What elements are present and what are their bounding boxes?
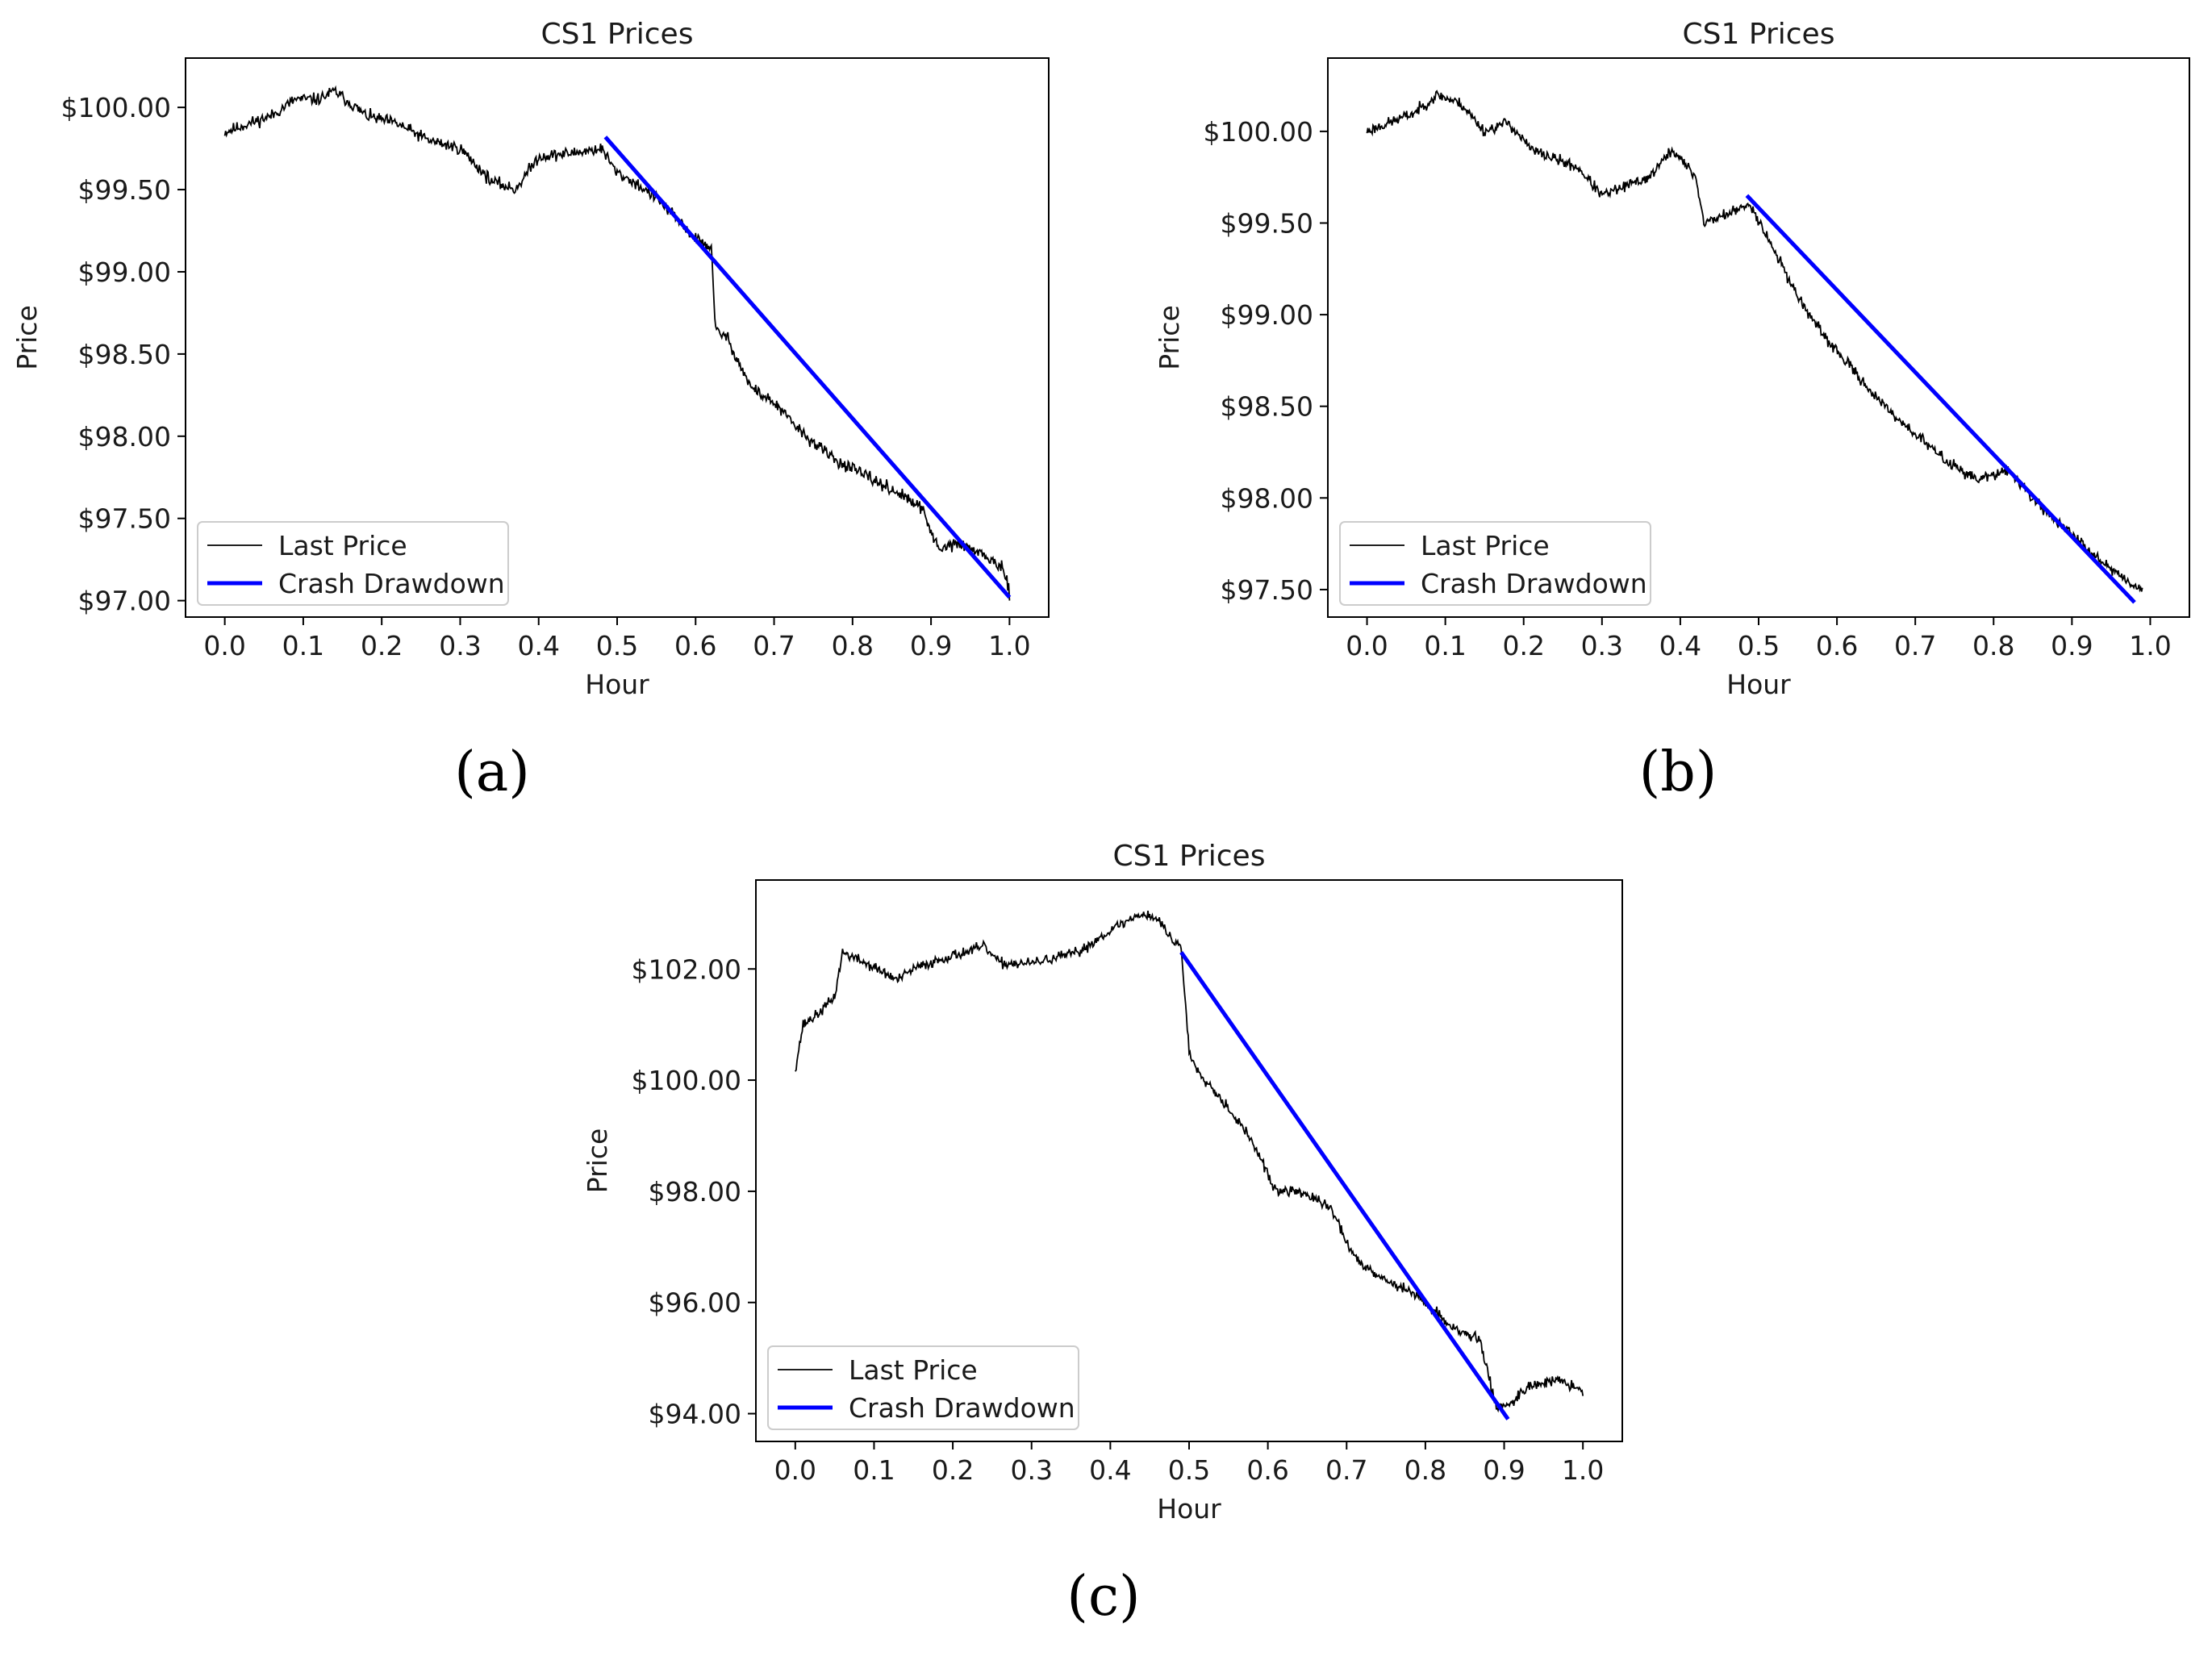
x-tick-label: 0.3 [1010, 1454, 1052, 1486]
y-tick-label: $99.50 [78, 174, 171, 206]
x-tick-label: 0.2 [1502, 630, 1544, 661]
x-tick-label: 0.5 [1168, 1454, 1210, 1486]
x-tick-label: 0.9 [1483, 1454, 1525, 1486]
x-tick-label: 0.1 [853, 1454, 895, 1486]
x-tick-label: 0.1 [1424, 630, 1466, 661]
x-tick-label: 0.0 [774, 1454, 816, 1486]
x-tick-label: 0.8 [832, 630, 874, 661]
x-tick-label: 0.8 [1404, 1454, 1446, 1486]
x-axis-label: Hour [585, 669, 649, 700]
legend: Last Price Crash Drawdown [767, 1345, 1079, 1430]
series-crash-drawdown [1179, 951, 1510, 1420]
x-tick-label: 0.1 [282, 630, 324, 661]
x-tick-label: 0.6 [1816, 630, 1858, 661]
x-tick-label: 0.6 [1246, 1454, 1288, 1486]
legend: Last Price Crash Drawdown [197, 521, 509, 606]
legend-label-last-price: Last Price [849, 1354, 978, 1386]
y-tick-label: $94.00 [649, 1399, 741, 1430]
y-tick-label: $98.00 [78, 421, 171, 453]
series-last-price [795, 910, 1584, 1413]
x-tick-label: 0.2 [361, 630, 403, 661]
x-tick-label: 0.4 [517, 630, 559, 661]
y-axis-label: Price [582, 1128, 613, 1194]
y-tick-label: $98.00 [649, 1176, 741, 1208]
x-tick-label: 0.5 [596, 630, 638, 661]
legend-label-crash-drawdown: Crash Drawdown [278, 568, 505, 599]
y-tick-label: $97.00 [78, 586, 171, 617]
x-tick-label: 0.9 [2051, 630, 2093, 661]
legend-label-crash-drawdown: Crash Drawdown [1421, 568, 1647, 599]
x-tick-label: 0.4 [1089, 1454, 1131, 1486]
legend-label-last-price: Last Price [1421, 530, 1550, 561]
x-tick-label: 0.9 [910, 630, 952, 661]
legend: Last Price Crash Drawdown [1339, 521, 1651, 606]
y-tick-label: $98.50 [78, 339, 171, 370]
y-tick-label: $97.50 [1221, 574, 1313, 606]
y-tick-label: $99.00 [1221, 299, 1313, 331]
plot-frame [755, 879, 1623, 1442]
x-tick-label: 1.0 [988, 630, 1030, 661]
y-tick-label: $98.00 [1221, 482, 1313, 514]
y-tick-label: $99.00 [78, 257, 171, 288]
x-tick-label: 0.3 [1581, 630, 1623, 661]
plot-frame [1327, 57, 2190, 618]
x-tick-label: 0.6 [674, 630, 716, 661]
x-tick-label: 0.7 [1325, 1454, 1367, 1486]
x-axis-label: Hour [1726, 669, 1791, 700]
legend-label-last-price: Last Price [278, 530, 407, 561]
series-last-price [1366, 90, 2143, 593]
y-tick-label: $102.00 [632, 953, 741, 985]
chart-title: CS1 Prices [541, 18, 694, 51]
plot-frame [185, 57, 1050, 618]
x-tick-label: 0.0 [1346, 630, 1388, 661]
x-tick-label: 0.8 [1972, 630, 2014, 661]
panel-label-b: (b) [1638, 740, 1717, 804]
y-tick-label: $100.00 [1204, 116, 1313, 148]
x-tick-label: 1.0 [1562, 1454, 1604, 1486]
series-crash-drawdown [603, 136, 1012, 599]
legend-box [1339, 521, 1651, 606]
panel-label-a: (a) [454, 740, 530, 804]
x-tick-label: 0.7 [753, 630, 795, 661]
y-tick-label: $100.00 [61, 92, 171, 123]
chart-title: CS1 Prices [1113, 840, 1266, 873]
chart-panel-a: CS1 Prices 0.0 0.1 0.2 0.3 0.4 0.5 0.6 0.7 0.8 0.9… [11, 18, 1050, 700]
x-tick-label: 0.4 [1659, 630, 1701, 661]
x-tick-label: 0.3 [439, 630, 481, 661]
y-tick-label: $98.50 [1221, 391, 1313, 423]
panel-label-c: (c) [1066, 1565, 1141, 1629]
y-axis-label: Price [11, 305, 43, 370]
chart-panel-c: CS1 Prices 0.0 0.1 0.2 0.3 0.4 0.5 0.6 0.7 0.8 0.9… [582, 840, 1623, 1525]
y-tick-label: $100.00 [632, 1065, 741, 1096]
x-tick-label: 0.2 [932, 1454, 974, 1486]
y-tick-label: $96.00 [649, 1287, 741, 1319]
chart-title: CS1 Prices [1683, 18, 1835, 51]
legend-box [767, 1345, 1079, 1430]
x-tick-label: 0.7 [1894, 630, 1936, 661]
chart-panel-b: CS1 Prices 0.0 0.1 0.2 0.3 0.4 0.5 0.6 0.7 0.8 0.9… [1154, 18, 2190, 700]
x-tick-label: 1.0 [2129, 630, 2171, 661]
legend-box [197, 521, 509, 606]
series-crash-drawdown [1745, 194, 2136, 604]
y-axis-label: Price [1154, 305, 1185, 370]
x-tick-label: 0.5 [1738, 630, 1780, 661]
x-axis-label: Hour [1157, 1493, 1221, 1525]
y-tick-label: $97.50 [78, 503, 171, 535]
series-last-price [223, 85, 1011, 601]
x-tick-label: 0.0 [203, 630, 245, 661]
y-tick-label: $99.50 [1221, 207, 1313, 239]
legend-label-crash-drawdown: Crash Drawdown [849, 1392, 1075, 1424]
